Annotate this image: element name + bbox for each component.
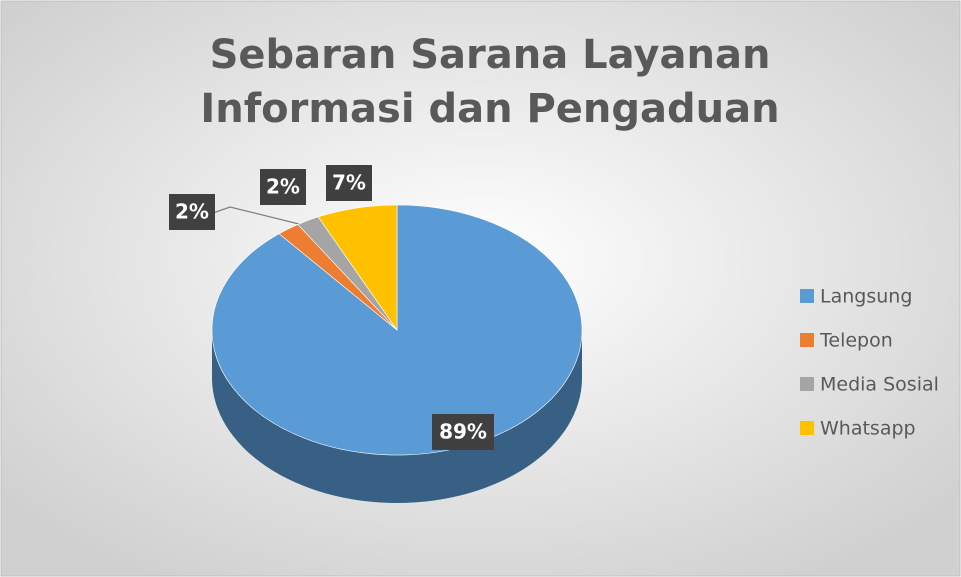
data-label: 7% bbox=[332, 171, 366, 195]
data-label-box bbox=[326, 165, 372, 201]
legend-label: Langsung bbox=[820, 286, 912, 308]
data-label-box bbox=[260, 169, 306, 205]
legend-label: Media Sosial bbox=[820, 374, 939, 396]
data-label: 2% bbox=[175, 200, 209, 224]
leader-line bbox=[212, 206, 308, 227]
data-label: 89% bbox=[439, 420, 487, 444]
chart-title: Sebaran Sarana Layanan Informasi dan Pen… bbox=[200, 32, 780, 132]
data-label-box bbox=[432, 414, 494, 450]
data-label: 2% bbox=[266, 175, 300, 199]
data-label-box bbox=[169, 194, 215, 230]
legend-swatch bbox=[800, 333, 814, 347]
slice-side bbox=[212, 330, 582, 503]
legend-swatch bbox=[800, 421, 814, 435]
legend-label: Telepon bbox=[819, 330, 893, 352]
slice bbox=[317, 204, 398, 331]
legend-label: Whatsapp bbox=[820, 418, 916, 440]
legend-swatch bbox=[800, 377, 814, 391]
legend-swatch bbox=[800, 289, 814, 303]
